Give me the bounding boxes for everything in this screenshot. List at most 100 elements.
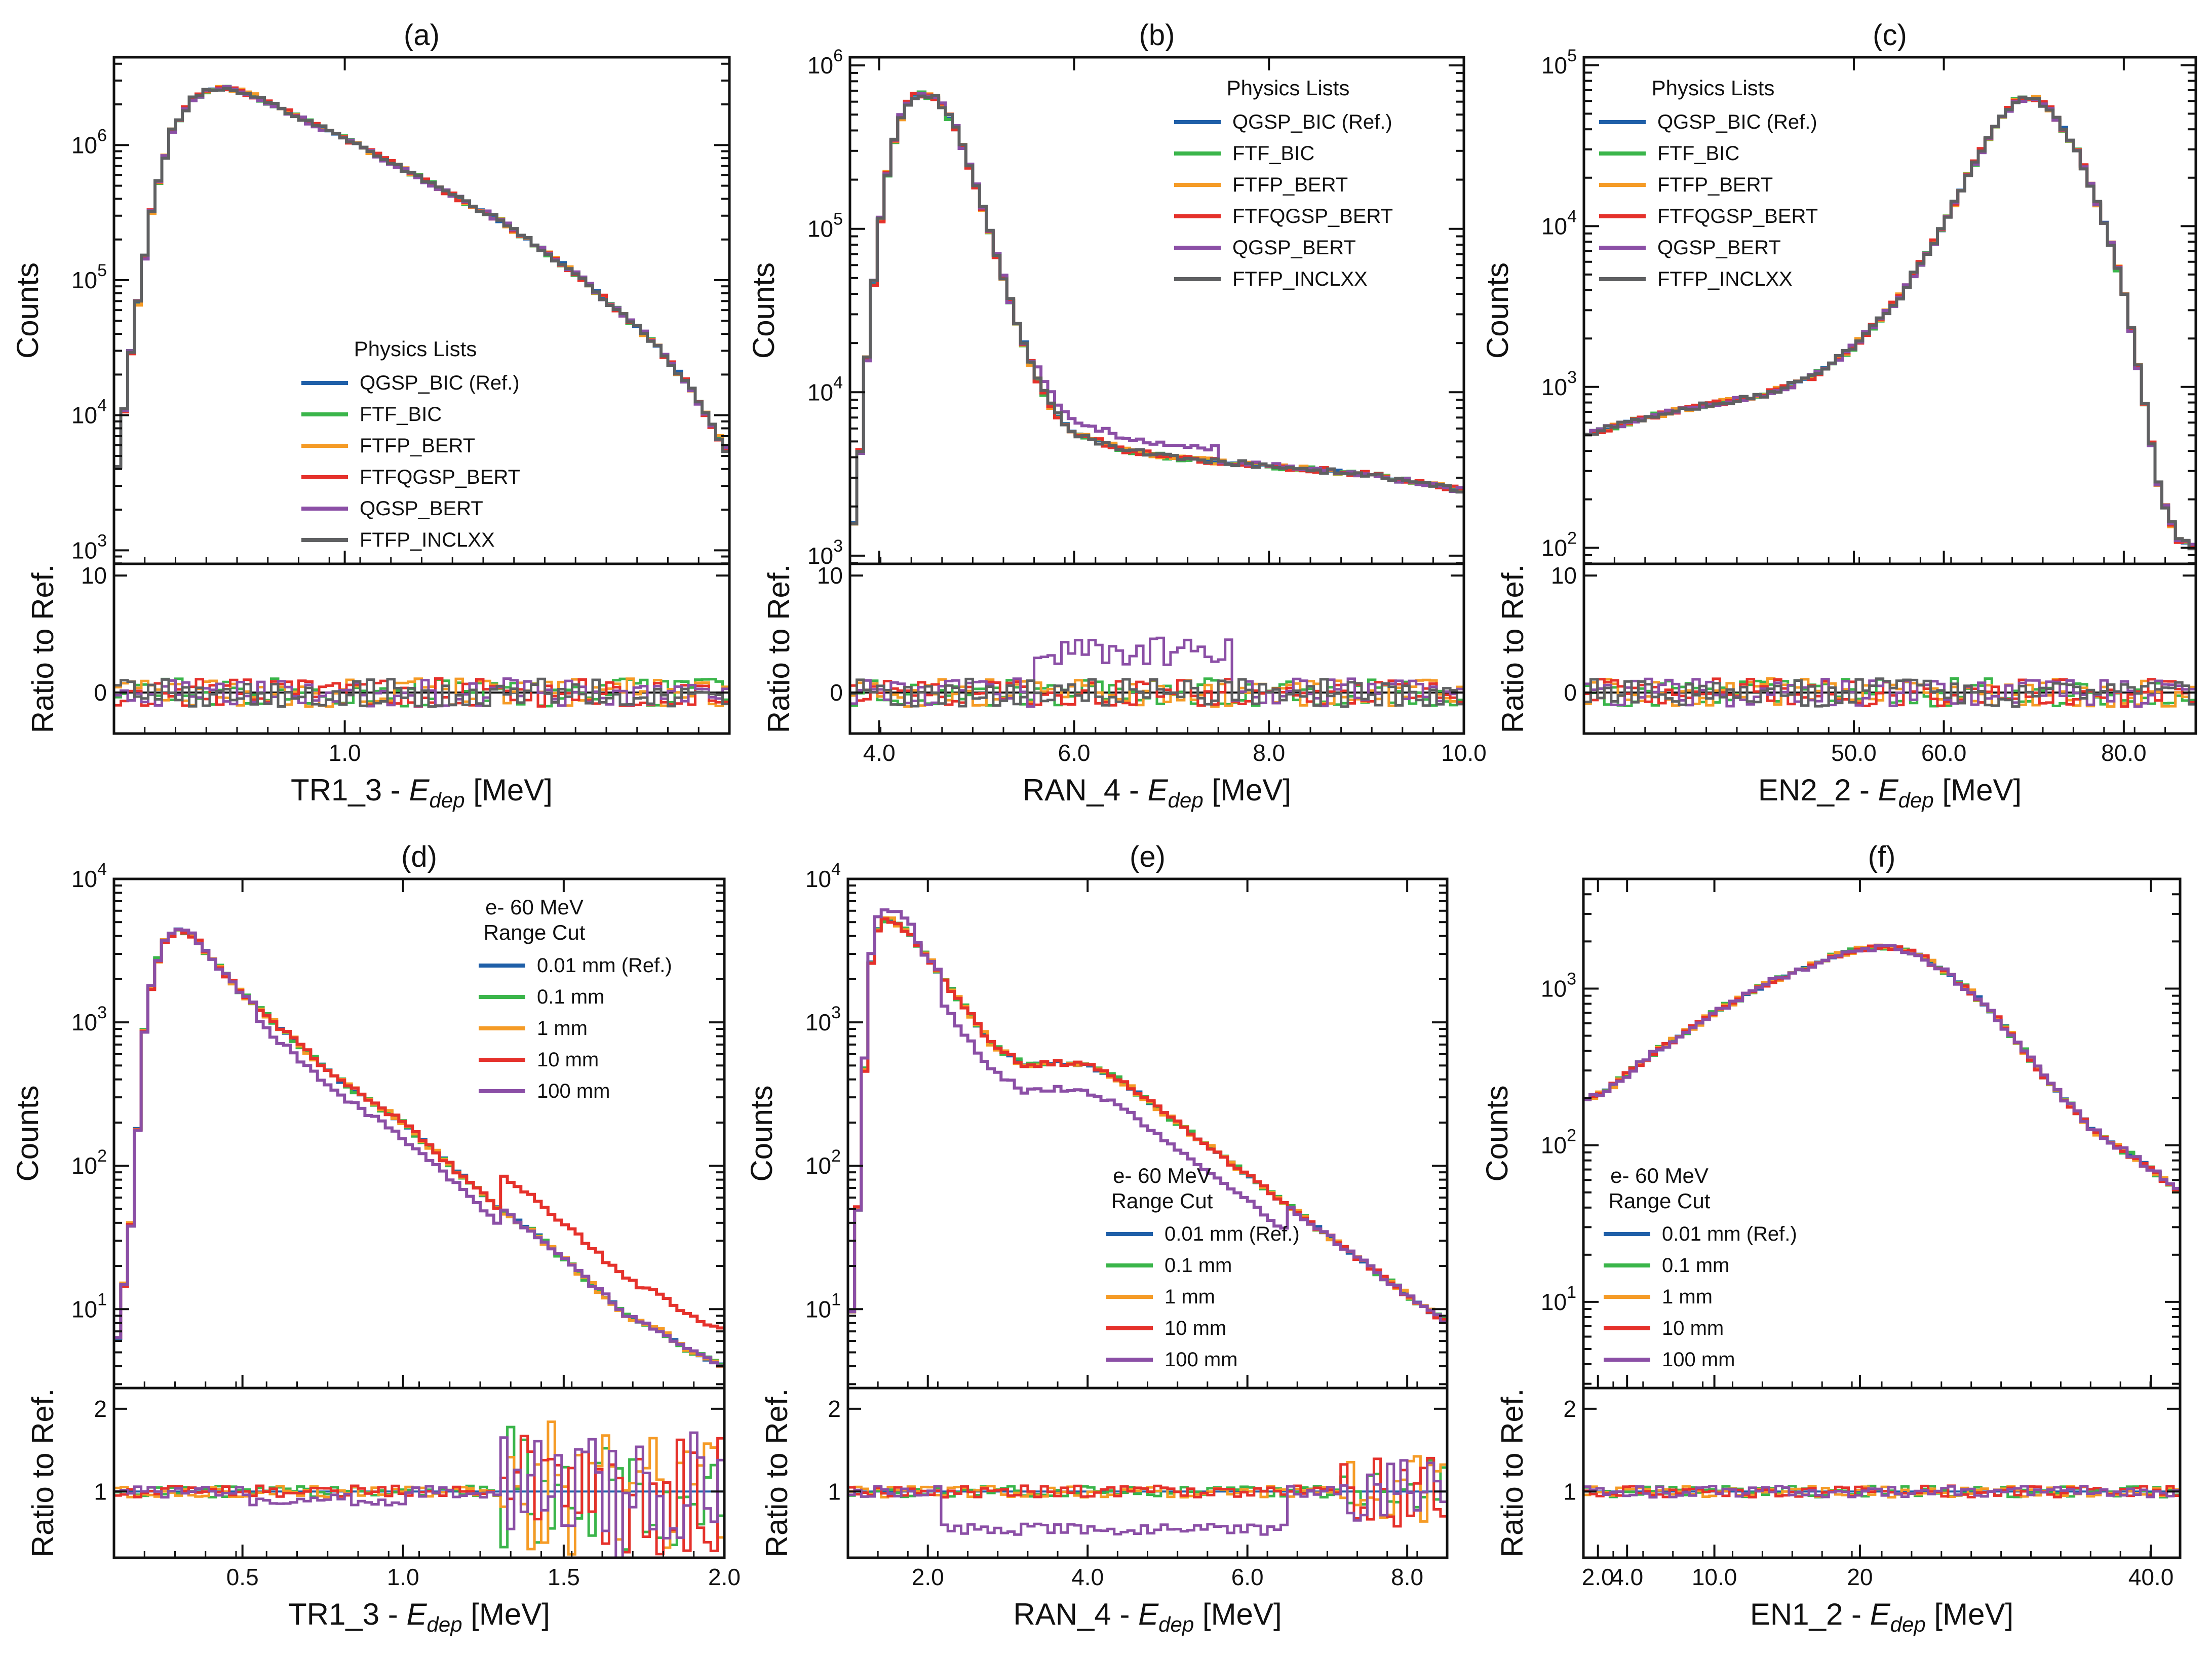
panel-title: (d) bbox=[401, 840, 437, 873]
panel-f: (f) 101 102 103 2.04.0 10.0 20 40.0 1 2 Counts Rati… bbox=[1480, 840, 2182, 1636]
main-series bbox=[848, 908, 1447, 1324]
legend-title: Physics Lists bbox=[1652, 76, 1775, 100]
series-line-5 bbox=[114, 928, 724, 1368]
ratio-line-5 bbox=[848, 1459, 1447, 1536]
y-tick-label: 103 bbox=[1541, 368, 1577, 400]
legend-label-4: 10 mm bbox=[537, 1049, 599, 1071]
panel-title: (c) bbox=[1873, 19, 1907, 52]
ratio-line-6 bbox=[114, 677, 729, 708]
legend-subtitle: Range Cut bbox=[1111, 1189, 1213, 1213]
x-tick-label: 1.5 bbox=[548, 1564, 580, 1590]
legend-label-3: FTFP_BERT bbox=[1232, 174, 1348, 196]
panel-d: (d) 101 102 103 104 0.5 1.0 1.5 2.0 1 2 Counts Ratio… bbox=[11, 840, 741, 1636]
ratio-line-6 bbox=[850, 677, 1464, 708]
ratio-axis-title: Ratio to Ref. bbox=[1496, 564, 1530, 734]
legend-label-2: FTF_BIC bbox=[1232, 142, 1314, 165]
legend-label-2: 0.1 mm bbox=[537, 986, 604, 1008]
legend-label-5: QGSP_BERT bbox=[360, 497, 483, 520]
y-axis-title: Counts bbox=[1480, 1085, 1514, 1181]
y-tick-label: 103 bbox=[1541, 969, 1576, 1002]
legend-label-4: FTFQGSP_BERT bbox=[1657, 205, 1818, 227]
ratio-series bbox=[114, 1420, 724, 1558]
ratio-series bbox=[848, 1455, 1447, 1536]
y-tick-label: 102 bbox=[1541, 528, 1577, 561]
x-tick-label: 0.5 bbox=[226, 1564, 259, 1590]
ratio-series bbox=[1584, 677, 2196, 708]
legend-label-5: 100 mm bbox=[537, 1080, 610, 1102]
ratio-tick-label: 2 bbox=[828, 1396, 841, 1422]
x-tick-label: 4.0 bbox=[1611, 1564, 1643, 1590]
x-axis-title: RAN_4 - Edep [MeV] bbox=[1013, 1597, 1282, 1636]
y-axis-title: Counts bbox=[1481, 262, 1515, 359]
ratio-axis-title: Ratio to Ref. bbox=[1495, 1389, 1529, 1558]
legend-label-6: FTFP_INCLXX bbox=[360, 529, 495, 551]
panel-title: (e) bbox=[1130, 840, 1166, 873]
y-tick-label: 103 bbox=[807, 536, 843, 569]
panel-c: (c) 102 103 104 105 50.0 60.0 80.0 0 10 Counts Rati… bbox=[1481, 19, 2197, 812]
y-axis-title: Counts bbox=[11, 262, 45, 359]
y-tick-label: 101 bbox=[71, 1290, 107, 1322]
x-tick-label: 8.0 bbox=[1253, 740, 1285, 766]
legend-label-5: 100 mm bbox=[1662, 1349, 1735, 1371]
ratio-tick-label: 0 bbox=[94, 679, 107, 706]
ratio-axis-title: Ratio to Ref. bbox=[762, 564, 796, 734]
main-series bbox=[114, 85, 729, 469]
legend-title: Physics Lists bbox=[354, 337, 477, 361]
y-tick-label: 103 bbox=[805, 1003, 841, 1035]
x-tick-label: 10.0 bbox=[1692, 1564, 1737, 1590]
legend-label-1: QGSP_BIC (Ref.) bbox=[1657, 111, 1817, 133]
x-axis-title: TR1_3 - Edep [MeV] bbox=[288, 1597, 550, 1636]
x-tick-label: 50.0 bbox=[1831, 740, 1877, 766]
main-series bbox=[1583, 943, 2180, 1194]
y-tick-label: 103 bbox=[71, 1003, 107, 1035]
ratio-tick-label: 2 bbox=[1563, 1396, 1576, 1422]
x-tick-label: 8.0 bbox=[1391, 1564, 1423, 1590]
legend-label-4: FTFQGSP_BERT bbox=[360, 466, 520, 488]
legend-label-2: 0.1 mm bbox=[1165, 1254, 1232, 1277]
x-axis-title: TR1_3 - Edep [MeV] bbox=[291, 773, 553, 812]
legend-label-1: 0.01 mm (Ref.) bbox=[1165, 1223, 1300, 1245]
y-axis-title: Counts bbox=[745, 1085, 779, 1181]
series-line-6 bbox=[850, 94, 1464, 525]
ratio-series bbox=[850, 636, 1464, 708]
y-tick-label: 104 bbox=[1541, 207, 1577, 239]
y-tick-label: 102 bbox=[805, 1146, 841, 1179]
y-tick-label: 103 bbox=[71, 531, 107, 563]
x-tick-label: 10.0 bbox=[1441, 740, 1487, 766]
legend-subtitle: Range Cut bbox=[1609, 1189, 1711, 1213]
ratio-tick-label: 1 bbox=[94, 1478, 107, 1505]
legend-label-3: 1 mm bbox=[1165, 1286, 1215, 1308]
y-tick-label: 105 bbox=[71, 261, 107, 293]
x-tick-label: 4.0 bbox=[863, 740, 896, 766]
y-tick-label: 101 bbox=[1541, 1283, 1576, 1315]
legend-title: e- 60 MeV bbox=[485, 895, 584, 919]
ratio-series bbox=[114, 677, 729, 708]
legend-subtitle: Range Cut bbox=[484, 920, 586, 944]
ratio-tick-label: 1 bbox=[828, 1478, 841, 1505]
legend-label-3: FTFP_BERT bbox=[360, 435, 475, 457]
x-tick-label: 1.0 bbox=[329, 740, 361, 766]
y-axis-title: Counts bbox=[747, 262, 781, 359]
y-tick-label: 104 bbox=[805, 860, 841, 892]
series-line-4 bbox=[848, 917, 1447, 1321]
ratio-tick-label: 0 bbox=[830, 679, 843, 706]
legend-label-4: FTFQGSP_BERT bbox=[1232, 205, 1393, 227]
legend-label-5: QGSP_BERT bbox=[1657, 237, 1781, 259]
legend-label-1: 0.01 mm (Ref.) bbox=[1662, 1223, 1797, 1245]
legend-label-5: 100 mm bbox=[1165, 1349, 1238, 1371]
legend-label-3: 1 mm bbox=[1662, 1286, 1713, 1308]
y-tick-label: 105 bbox=[1541, 46, 1577, 79]
x-tick-label: 60.0 bbox=[1921, 740, 1967, 766]
series-line-5 bbox=[1583, 944, 2180, 1190]
x-tick-label: 20 bbox=[1847, 1564, 1873, 1590]
legend-label-3: FTFP_BERT bbox=[1657, 174, 1773, 196]
panel-a: (a) 103 104 105 106 1.0 0 10 Counts Ratio to Ref.… bbox=[11, 19, 731, 812]
ratio-tick-label: 10 bbox=[817, 562, 843, 589]
y-tick-label: 102 bbox=[1541, 1126, 1576, 1159]
x-tick-label: 1.0 bbox=[387, 1564, 419, 1590]
series-line-6 bbox=[1584, 95, 2196, 551]
y-tick-label: 106 bbox=[71, 126, 107, 158]
y-tick-label: 105 bbox=[807, 210, 843, 242]
